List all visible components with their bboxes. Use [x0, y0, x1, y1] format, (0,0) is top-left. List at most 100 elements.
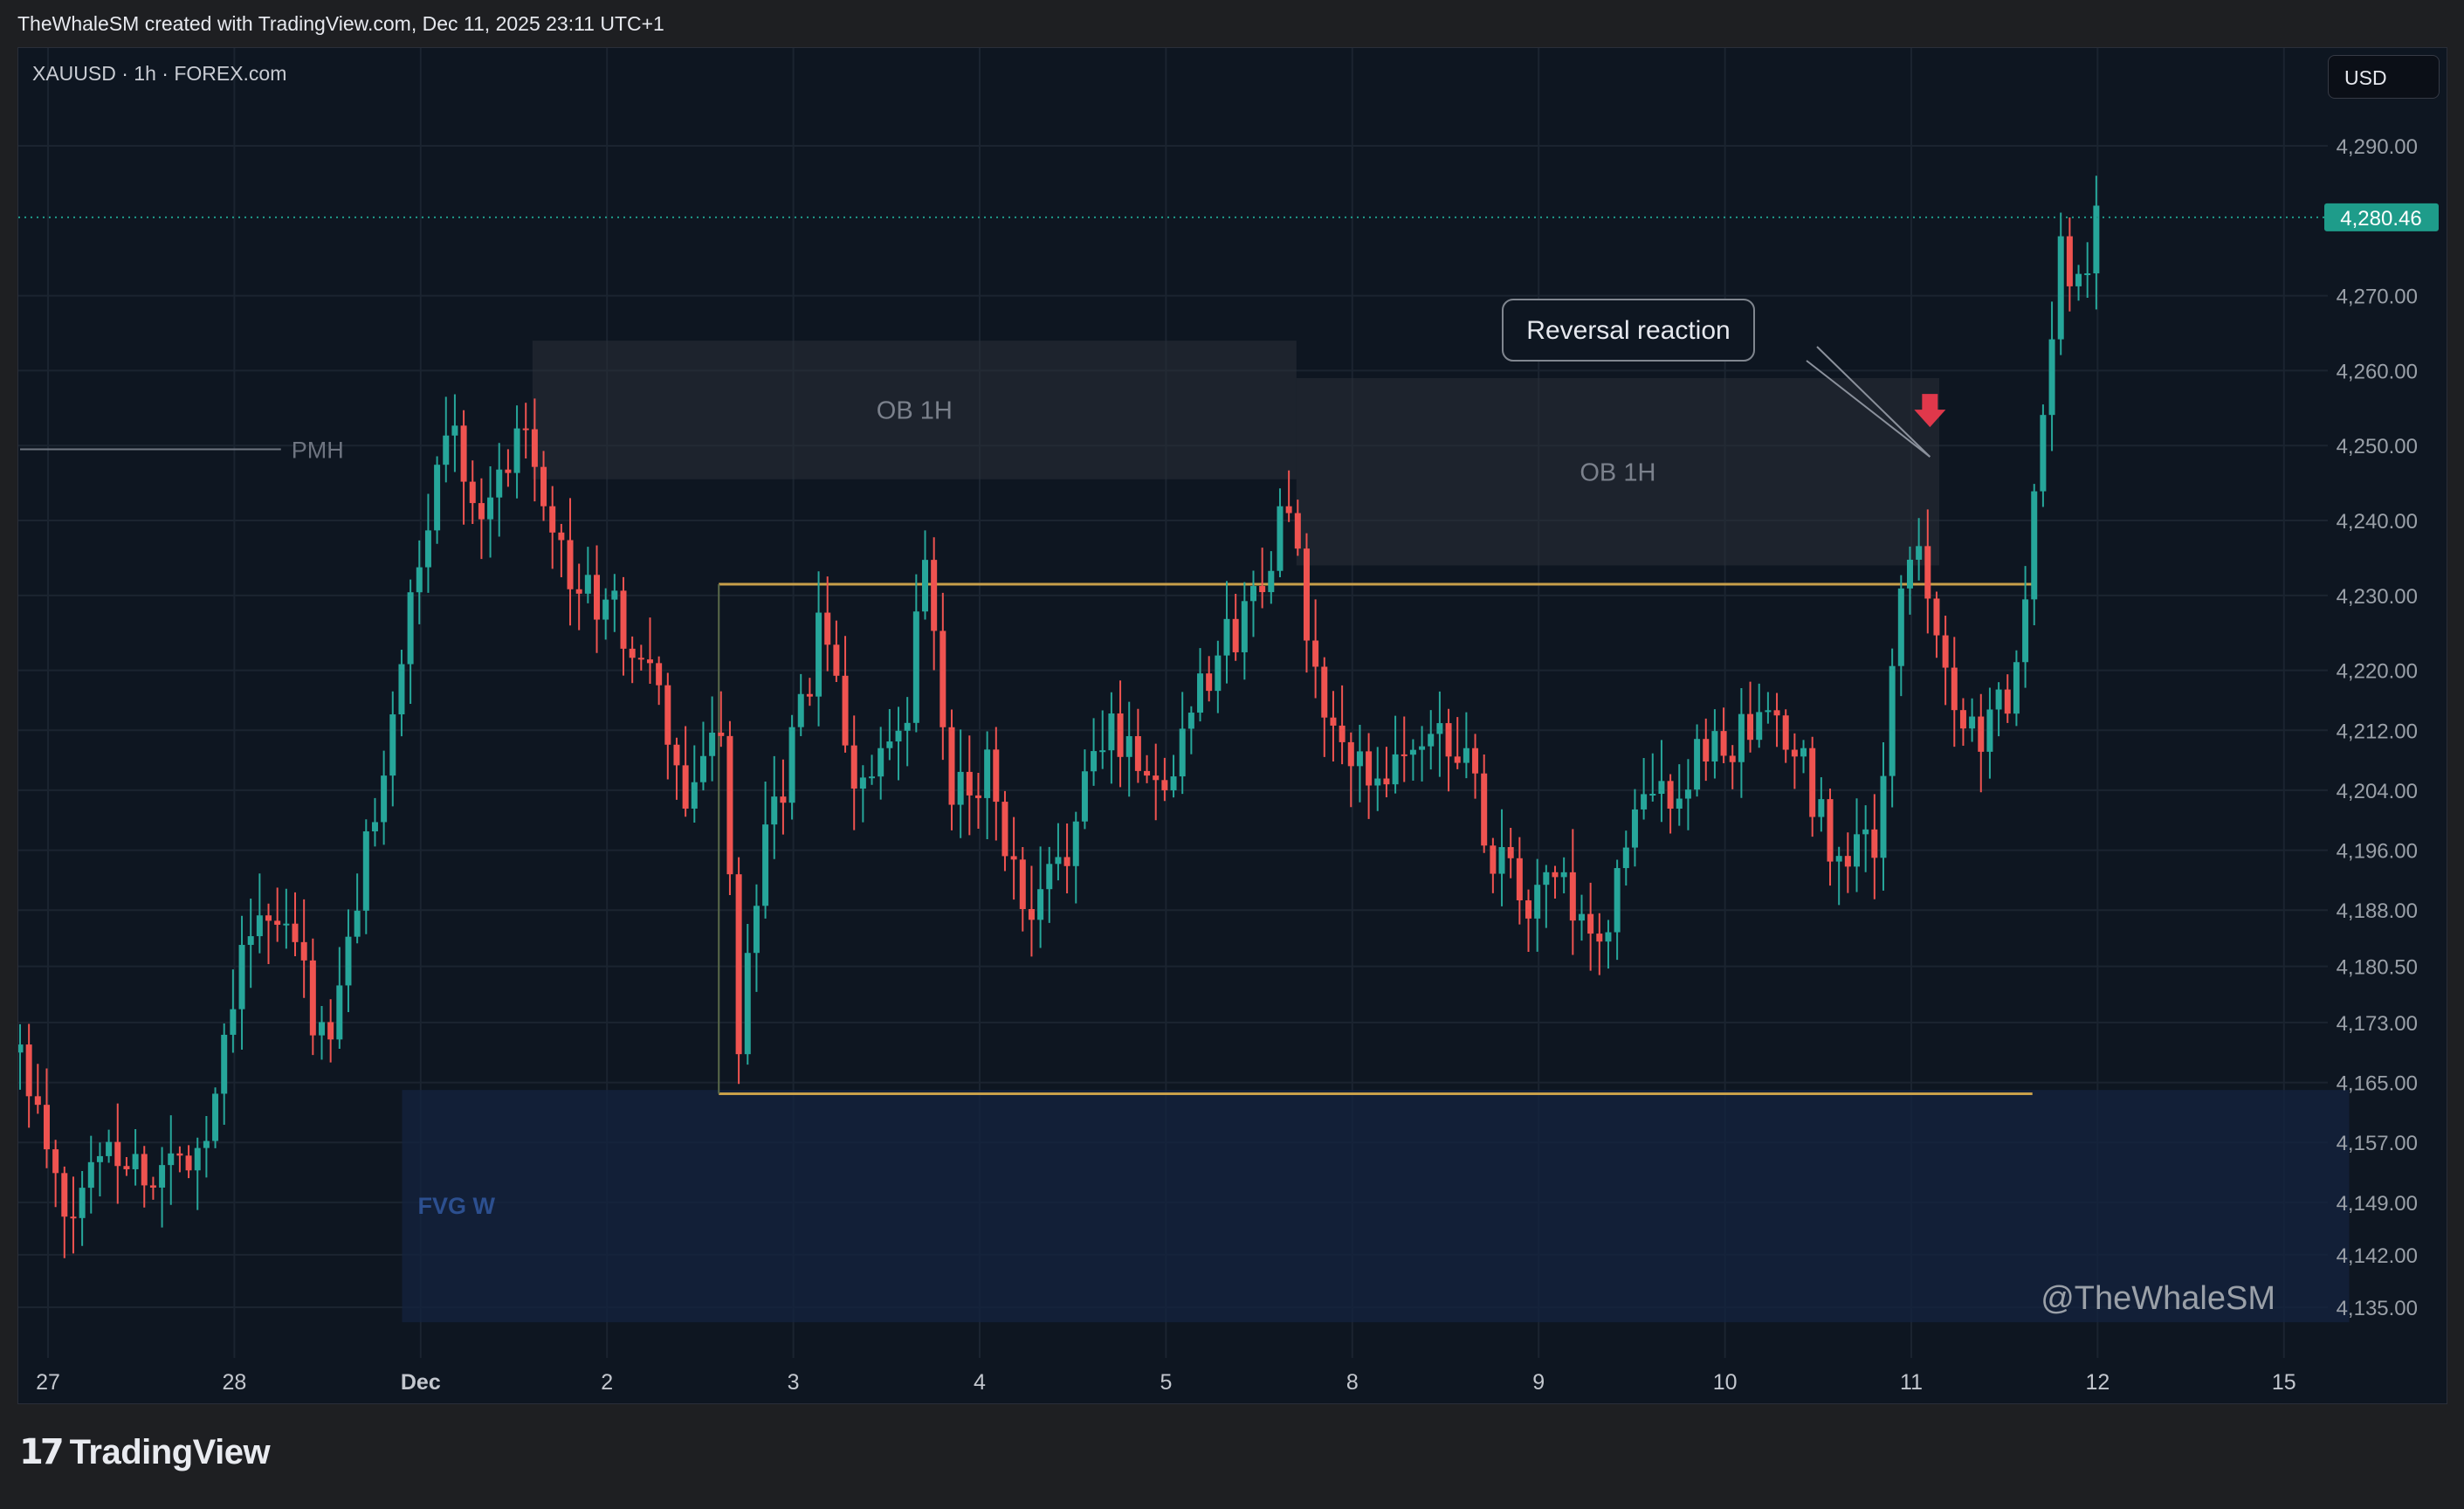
- candle-body: [292, 923, 299, 942]
- watermark-text: @TheWhaleSM: [2041, 1280, 2275, 1317]
- candle-body: [912, 611, 919, 723]
- candle-body: [2075, 273, 2082, 286]
- candle-body: [1294, 513, 1301, 549]
- candle-body: [1099, 750, 1106, 753]
- candle-body: [1596, 934, 1603, 942]
- candle-body: [43, 1105, 50, 1150]
- candle-body: [575, 589, 582, 594]
- last-price-label: 4,280.46: [2340, 207, 2421, 231]
- candle-body: [1773, 710, 1780, 716]
- candle-body: [1285, 506, 1292, 513]
- attribution-text: TheWhaleSM created with TradingView.com,…: [17, 12, 664, 35]
- candle-body: [806, 693, 813, 697]
- tradingview-logo[interactable]: 17 TradingView: [19, 1432, 271, 1472]
- candle-body: [1463, 748, 1469, 763]
- fvg-label: FVG W: [417, 1193, 495, 1219]
- x-tick-label: Dec: [401, 1370, 441, 1395]
- candle-body: [620, 590, 627, 649]
- candle-body: [1249, 586, 1256, 602]
- y-tick-label: 4,157.00: [2337, 1132, 2418, 1155]
- candle-body: [1072, 821, 1079, 866]
- candle-body: [904, 722, 911, 731]
- x-tick-label: 27: [36, 1370, 60, 1395]
- candle-body: [407, 592, 414, 665]
- candle-body: [1729, 755, 1736, 762]
- candle-body: [371, 822, 378, 832]
- candle-body: [1472, 748, 1479, 774]
- candle-body: [824, 612, 831, 645]
- candle-body: [1507, 847, 1514, 858]
- y-tick-label: 4,250.00: [2337, 435, 2418, 458]
- candle-body: [993, 749, 1000, 803]
- y-tick-label: 4,270.00: [2337, 286, 2418, 309]
- candle-body: [1684, 789, 1691, 799]
- candle-body: [87, 1161, 94, 1189]
- candle-body: [1108, 713, 1115, 751]
- candle-body: [1543, 872, 1550, 885]
- candle-body: [2013, 662, 2020, 714]
- candle-body: [443, 435, 450, 465]
- candle-body: [1232, 618, 1239, 652]
- x-tick-label: 4: [974, 1370, 986, 1395]
- candle-body: [168, 1153, 175, 1166]
- candle-body: [398, 664, 405, 715]
- tradingview-brand: TradingView: [69, 1432, 271, 1471]
- candle-body: [726, 735, 733, 875]
- candle-body: [1534, 885, 1541, 919]
- candle-body: [531, 429, 538, 467]
- candle-body: [1037, 889, 1044, 920]
- y-tick-label: 4,173.00: [2337, 1012, 2418, 1036]
- y-tick-label: 4,212.00: [2337, 720, 2418, 743]
- candle-body: [1694, 739, 1701, 790]
- candle-body: [656, 663, 663, 686]
- candle-body: [424, 530, 431, 568]
- chart-panel[interactable]: OB 1H OB 1H FVG W PMH Reversal reaction @TheW…: [17, 47, 2447, 1404]
- candle-body: [1339, 725, 1346, 742]
- candle-body: [505, 469, 512, 473]
- currency-button[interactable]: USD: [2328, 55, 2440, 99]
- order-block-zone: [1296, 378, 1940, 566]
- candle-body: [1187, 713, 1194, 729]
- candle-body: [1933, 598, 1940, 636]
- candle-body: [132, 1154, 139, 1169]
- callout-pointer: [1806, 360, 1931, 458]
- y-tick-label: 4,260.00: [2337, 360, 2418, 383]
- candle-body: [1578, 913, 1585, 921]
- candle-body: [637, 658, 644, 660]
- candle-body: [1081, 771, 1088, 822]
- x-tick-label: 2: [601, 1370, 613, 1395]
- y-tick-label: 4,240.00: [2337, 510, 2418, 534]
- candle-body: [966, 771, 973, 796]
- candle-body: [1019, 859, 1026, 909]
- x-tick-label: 9: [1532, 1370, 1545, 1395]
- fvg-zone: [402, 1090, 2350, 1323]
- candle-body: [1906, 559, 1913, 589]
- x-tick-label: 3: [788, 1370, 800, 1395]
- candle-body: [1063, 857, 1070, 866]
- price-chart[interactable]: OB 1H OB 1H FVG W PMH Reversal reaction @TheW…: [18, 48, 2447, 1403]
- candle-body: [1800, 748, 1807, 757]
- candle-body: [1676, 798, 1683, 810]
- candle-body: [1383, 778, 1390, 785]
- candle-body: [487, 497, 494, 520]
- candle-body: [1134, 736, 1141, 771]
- candle-body: [691, 782, 698, 809]
- candle-body: [96, 1155, 103, 1162]
- candle-body: [106, 1141, 113, 1156]
- candle-body: [34, 1096, 41, 1106]
- candle-body: [61, 1173, 68, 1217]
- y-tick-label: 4,196.00: [2337, 840, 2418, 864]
- candle-body: [1321, 666, 1328, 718]
- candle-body: [2057, 236, 2064, 340]
- candle-body: [1356, 751, 1363, 767]
- candle-body: [594, 575, 601, 620]
- candle-body: [1419, 746, 1426, 750]
- candle-body: [513, 428, 520, 473]
- tradingview-logo-icon: 17: [19, 1432, 65, 1472]
- candle-body: [1401, 754, 1408, 756]
- candle-body: [842, 675, 849, 746]
- candle-body: [1711, 731, 1718, 762]
- candle-body: [362, 831, 369, 911]
- candle-body: [1206, 673, 1213, 692]
- candle-body: [141, 1154, 148, 1186]
